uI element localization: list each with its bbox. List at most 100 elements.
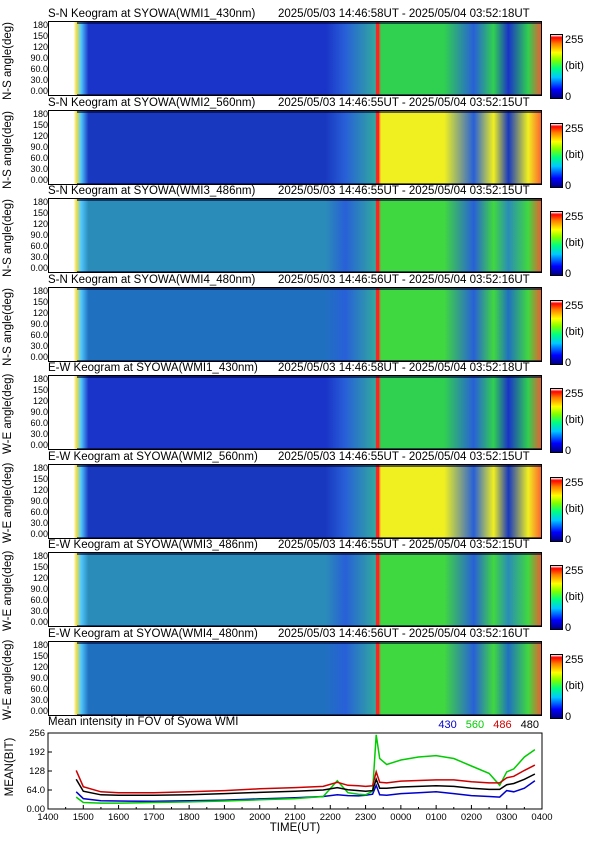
legend-430: 430: [438, 719, 457, 731]
keogram-y-axis-label: W-E angle(deg): [2, 373, 14, 454]
colorbar-min: 0: [565, 533, 572, 546]
keogram-svg: [49, 464, 541, 538]
keogram-y-tick: 90.0: [30, 495, 48, 506]
colorbar: [550, 476, 563, 542]
keogram-image: [48, 552, 542, 627]
keogram-y-tick: 30.0: [30, 75, 48, 85]
keogram-time-range: 2025/05/03 14:46:56UT - 2025/05/04 03:52…: [278, 627, 530, 640]
keogram-y-tick: 150: [32, 208, 48, 218]
colorbar-min: 0: [565, 91, 572, 103]
keogram-time-range: 2025/05/03 14:46:55UT - 2025/05/04 03:52…: [278, 450, 530, 463]
mean-x-tick-label: 0400: [531, 812, 552, 823]
colorbar-unit: (bit): [565, 237, 584, 249]
mean-x-tick-label: 1800: [179, 812, 200, 823]
keogram-title: S-N Keogram at SYOWA(WMI2_560nm): [48, 96, 256, 109]
keogram-svg: [49, 287, 541, 361]
keogram-y-axis-label: N-S angle(deg): [2, 110, 14, 189]
keogram-y-tick: 60.0: [30, 241, 48, 251]
keogram-time-range: 2025/05/03 14:46:55UT - 2025/05/04 03:52…: [278, 96, 530, 109]
colorbar: [550, 34, 563, 99]
keogram-svg: [49, 376, 541, 449]
keogram-y-tick: 120: [32, 130, 48, 141]
colorbar-max: 255: [565, 565, 584, 577]
colorbar-unit: (bit): [565, 325, 584, 338]
colorbar-min: 0: [565, 622, 572, 634]
keogram-y-tick: 30.0: [30, 517, 48, 528]
keogram-y-axis-label: N-S angle(deg): [2, 22, 14, 100]
colorbar: [550, 299, 563, 365]
keogram-y-tick: 150: [32, 650, 48, 661]
colorbar-min: 0: [565, 445, 572, 457]
mean-x-tick-label: 0300: [496, 812, 517, 823]
mean-y-tick-label: 128: [29, 766, 45, 777]
keogram-time-range: 2025/05/03 14:46:58UT - 2025/05/04 03:52…: [278, 362, 530, 374]
keogram-y-tick: 0.00: [30, 705, 48, 716]
keogram-y-tick: 180: [32, 20, 48, 30]
mean-y-tick-label: 256: [29, 728, 45, 739]
keogram-y-tick: 90.0: [30, 141, 48, 152]
keogram-y-tick: 90.0: [30, 584, 48, 594]
keogram-title: S-N Keogram at SYOWA(WMI1_430nm): [48, 8, 256, 20]
series-line-480: [75, 773, 536, 797]
colorbar-min: 0: [565, 356, 572, 369]
keogram-svg: [49, 553, 541, 626]
keogram-y-tick: 0.00: [30, 528, 48, 539]
keogram-y-tick: 0.00: [30, 86, 48, 96]
keogram-y-tick: 30.0: [30, 252, 48, 262]
keogram-y-tick: 180: [32, 285, 48, 296]
keogram-y-tick: 60.0: [30, 418, 48, 428]
colorbar-max: 255: [565, 653, 584, 666]
keogram-panel: S-N Keogram at SYOWA(WMI4_480nm) 2025/05/…: [0, 274, 595, 369]
mean-x-tick-label: 1900: [214, 812, 235, 823]
colorbar-max: 255: [565, 299, 584, 312]
colorbar-unit: (bit): [565, 679, 584, 692]
colorbar-unit: (bit): [565, 60, 584, 72]
mean-x-tick-label: 0100: [426, 812, 447, 823]
colorbar: [550, 653, 563, 719]
colorbar-min: 0: [565, 179, 572, 192]
mean-legend: 430 560 486 480: [432, 719, 539, 731]
keogram-y-tick: 0.00: [30, 617, 48, 627]
keogram-panel: E-W Keogram at SYOWA(WMI1_430nm) 2025/05/…: [0, 362, 595, 457]
keogram-y-tick: 30.0: [30, 694, 48, 705]
keogram-title: S-N Keogram at SYOWA(WMI3_486nm): [48, 185, 256, 197]
keogram-y-tick: 90.0: [30, 53, 48, 63]
keogram-y-tick: 120: [32, 661, 48, 672]
keogram-time-range: 2025/05/03 14:46:55UT - 2025/05/04 03:52…: [278, 539, 530, 551]
keogram-y-tick: 60.0: [30, 595, 48, 605]
keogram-svg: [49, 22, 541, 95]
colorbar-max: 255: [565, 122, 584, 135]
keogram-y-tick: 90.0: [30, 672, 48, 683]
mean-x-tick-label: 2100: [284, 812, 305, 823]
keogram-y-tick: 120: [32, 42, 48, 52]
mean-x-tick-label: 1400: [37, 812, 58, 823]
keogram-y-tick: 120: [32, 484, 48, 495]
keogram-panel: E-W Keogram at SYOWA(WMI4_480nm) 2025/05/…: [0, 627, 595, 723]
keogram-y-tick: 90.0: [30, 407, 48, 417]
keogram-y-tick: 0.00: [30, 174, 48, 185]
keogram-y-axis-label: W-E angle(deg): [2, 550, 14, 631]
keogram-y-tick: 120: [32, 219, 48, 229]
keogram-y-tick: 180: [32, 551, 48, 561]
keogram-y-tick: 60.0: [30, 683, 48, 694]
mean-x-tick-label: 0200: [461, 812, 482, 823]
colorbar: [550, 211, 563, 276]
keogram-y-tick: 180: [32, 639, 48, 650]
keogram-y-tick: 60.0: [30, 152, 48, 163]
mean-x-tick-label: 0000: [390, 812, 411, 823]
keogram-image: [48, 463, 542, 539]
keogram-title: E-W Keogram at SYOWA(WMI4_480nm): [48, 627, 258, 640]
keogram-y-tick: 120: [32, 396, 48, 406]
keogram-image: [48, 109, 542, 185]
keogram-y-tick: 180: [32, 197, 48, 207]
keogram-y-tick: 150: [32, 119, 48, 130]
keogram-y-tick: 180: [32, 374, 48, 384]
legend-560: 560: [465, 719, 485, 731]
keogram-y-axis-label: N-S angle(deg): [2, 199, 14, 277]
colorbar-unit: (bit): [565, 414, 584, 426]
mean-x-tick-label: 2000: [249, 812, 270, 823]
keogram-y-tick: 60.0: [30, 64, 48, 74]
keogram-panel: E-W Keogram at SYOWA(WMI2_560nm) 2025/05/…: [0, 450, 595, 546]
mean-y-tick-label: 0.00: [27, 804, 46, 815]
